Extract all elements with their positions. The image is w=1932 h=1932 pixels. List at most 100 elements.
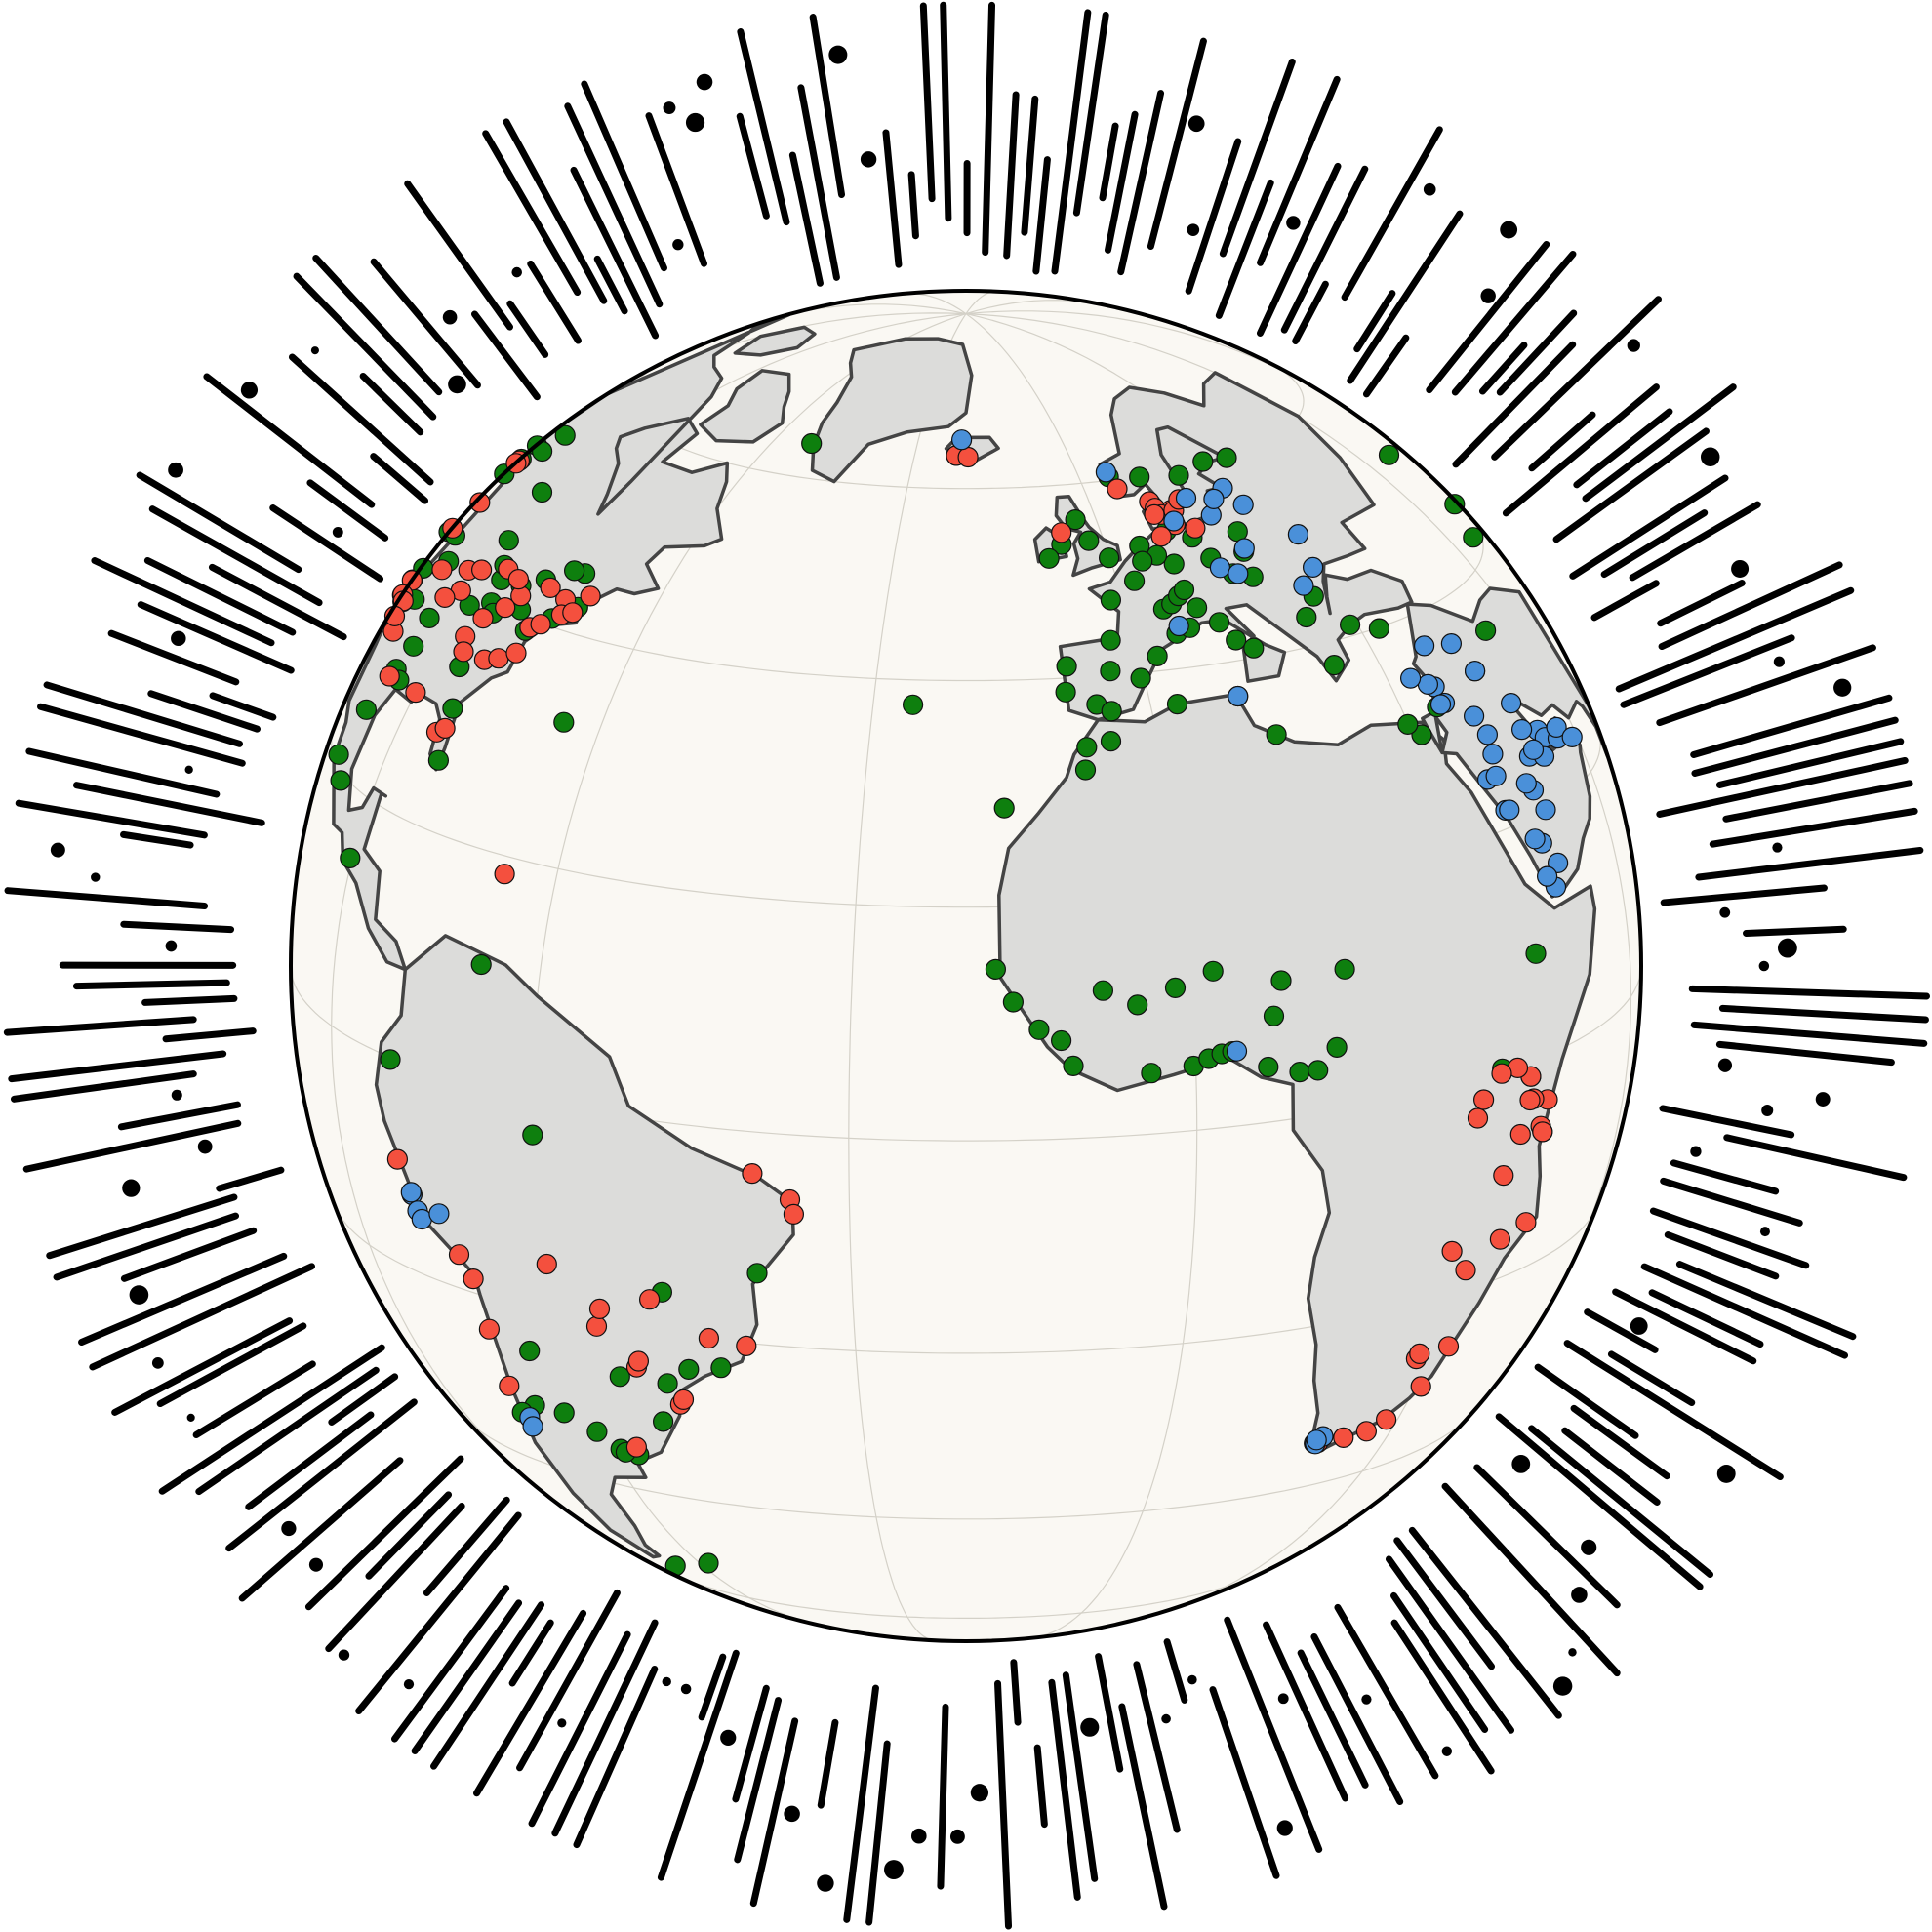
blue-location-marker xyxy=(1535,799,1556,821)
ray-line xyxy=(528,1630,631,1828)
blue-location-marker xyxy=(1536,865,1558,887)
ray-line xyxy=(1723,1134,1908,1182)
green-location-marker xyxy=(1098,547,1120,569)
ray-dot xyxy=(1552,1676,1573,1696)
green-location-marker xyxy=(1147,645,1168,667)
ray-dot xyxy=(884,1860,904,1880)
green-location-marker xyxy=(1226,629,1247,651)
red-location-marker xyxy=(1355,1421,1378,1442)
ray-dot xyxy=(1276,1820,1293,1836)
ray-line xyxy=(4,887,209,910)
green-location-marker xyxy=(1308,1060,1329,1081)
ray-line xyxy=(564,102,664,308)
green-location-marker xyxy=(993,797,1015,819)
ray-line xyxy=(1607,1350,1696,1406)
ray-dot xyxy=(1480,288,1496,303)
ray-line xyxy=(527,260,582,344)
ray-dot xyxy=(197,1139,213,1154)
ray-line xyxy=(208,563,347,641)
ray-line xyxy=(1620,634,1795,708)
ray-line xyxy=(370,258,481,389)
ray-line xyxy=(1688,985,1931,1000)
ray-line xyxy=(1390,1591,1489,1733)
green-location-marker xyxy=(1296,606,1317,628)
ray-line xyxy=(882,129,903,268)
ray-line xyxy=(817,1718,839,1809)
ray-dot xyxy=(186,1413,195,1422)
green-location-marker xyxy=(902,694,924,715)
green-location-marker xyxy=(1334,958,1355,980)
red-location-marker xyxy=(379,665,400,687)
ray-line xyxy=(411,1599,523,1754)
ray-line xyxy=(1657,580,1746,627)
ray-line xyxy=(516,1589,621,1772)
red-location-marker xyxy=(499,1375,520,1396)
ray-line xyxy=(1478,342,1528,395)
green-location-marker xyxy=(1202,960,1224,982)
ray-dot xyxy=(680,1683,692,1695)
green-location-marker xyxy=(1100,589,1122,611)
blue-location-marker xyxy=(1095,462,1117,483)
red-location-marker xyxy=(957,446,979,468)
ray-line xyxy=(423,1496,510,1596)
ray-line xyxy=(749,1717,799,1908)
green-location-marker xyxy=(1186,597,1208,619)
green-location-marker xyxy=(746,1263,768,1284)
ray-dot xyxy=(310,346,319,355)
ray-dot xyxy=(1187,1674,1197,1685)
ray-line xyxy=(1569,474,1729,580)
blue-location-marker xyxy=(1515,773,1537,794)
green-location-marker xyxy=(1289,1061,1310,1083)
red-location-marker xyxy=(1509,1123,1531,1146)
ray-line xyxy=(3,1016,197,1036)
ray-line xyxy=(203,373,376,508)
ray-dot xyxy=(511,266,522,278)
blue-location-marker xyxy=(1413,635,1435,657)
green-location-marker xyxy=(652,1411,674,1432)
ray-line xyxy=(1561,1427,1661,1507)
land-greenland xyxy=(810,337,974,484)
ray-dot xyxy=(1777,938,1797,958)
ray-line xyxy=(1495,1413,1704,1590)
green-location-marker xyxy=(403,635,424,657)
green-location-marker xyxy=(531,481,553,503)
green-location-marker xyxy=(609,1366,630,1388)
ray-dot xyxy=(662,1676,671,1687)
ray-line xyxy=(1629,501,1761,582)
green-location-marker xyxy=(678,1358,700,1381)
green-location-marker xyxy=(1378,444,1400,465)
ray-line xyxy=(797,84,840,281)
ray-line xyxy=(1297,1649,1369,1789)
ray-line xyxy=(1062,1671,1099,1882)
green-location-marker xyxy=(1132,550,1153,572)
red-location-marker xyxy=(1107,478,1128,500)
red-location-marker xyxy=(1532,1121,1553,1143)
blue-location-marker xyxy=(1232,494,1254,515)
blue-location-marker xyxy=(1522,739,1545,760)
ray-line xyxy=(732,1684,770,1803)
blue-location-marker xyxy=(1233,538,1255,559)
red-location-marker xyxy=(1410,1376,1431,1397)
ray-line xyxy=(225,1398,418,1552)
ray-dot xyxy=(151,1356,164,1369)
blue-location-marker xyxy=(1302,556,1324,579)
green-location-marker xyxy=(1078,530,1100,551)
green-location-marker xyxy=(1326,1036,1348,1059)
ray-dot xyxy=(1773,656,1785,667)
ray-line xyxy=(1718,1004,1929,1024)
blue-location-marker xyxy=(1209,557,1231,579)
ray-dot xyxy=(949,1829,965,1844)
ray-line xyxy=(919,2,936,203)
green-location-marker xyxy=(1444,494,1466,515)
blue-location-marker xyxy=(1510,718,1533,741)
ray-dot xyxy=(50,842,65,858)
green-location-marker xyxy=(1100,629,1121,651)
ray-line xyxy=(1310,1633,1404,1806)
ray-line xyxy=(147,690,261,733)
green-location-marker xyxy=(1368,618,1390,639)
red-location-marker xyxy=(1441,1240,1463,1263)
ray-line xyxy=(482,130,582,297)
ray-line xyxy=(1048,1678,1081,1901)
green-location-marker xyxy=(554,424,576,446)
ray-line xyxy=(1032,156,1051,275)
